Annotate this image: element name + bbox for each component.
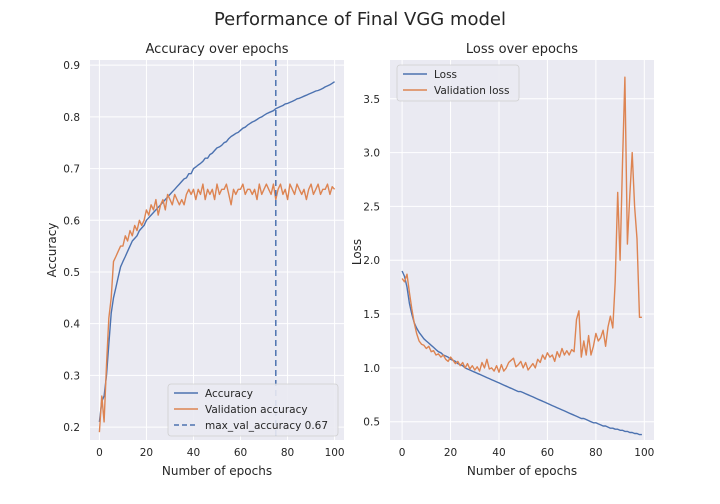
accuracy-series-line-validation [98,183,336,433]
accuracy-legend-label-validation: Validation accuracy [205,404,308,416]
loss-legend-label-validation: Validation loss [434,85,509,97]
accuracy-x-tick-label: 40 [187,447,200,459]
loss-chart: 0 20 40 60 80 100 0.5 1.0 1.5 2.0 2.5 3.0 3.5 Loss o… [350,42,654,478]
loss-x-axis-label: Number of epochs [467,464,577,478]
accuracy-x-tick-label: 60 [234,447,247,459]
loss-x-tick-label: 0 [399,447,406,459]
accuracy-x-tick-label: 0 [96,447,103,459]
loss-x-tick-label: 40 [492,447,505,459]
loss-chart-title: Loss over epochs [466,42,578,57]
loss-series-line-train [401,270,642,436]
loss-x-tick-label: 80 [589,447,602,459]
accuracy-x-tick-label: 80 [281,447,294,459]
loss-axes-background [390,60,654,440]
accuracy-legend-box [167,383,339,437]
accuracy-chart: 0 20 40 60 80 100 0.2 0.3 0.4 0.5 0.6 0.7 0.8 0.9 Acc… [45,42,345,478]
loss-legend-label-loss: Loss [434,69,457,81]
accuracy-y-tick-label: 0.5 [63,267,80,279]
figure-title: Performance of Final VGG model [214,9,506,30]
accuracy-series-line-train [98,81,335,422]
loss-x-tick-label: 20 [444,447,457,459]
accuracy-y-tick-label: 0.8 [63,112,80,124]
loss-y-tick-label: 3.5 [363,94,380,106]
loss-series-line-validation [401,76,642,373]
accuracy-y-tick-label: 0.6 [63,215,80,227]
accuracy-ticks: 0 20 40 60 80 100 0.2 0.3 0.4 0.5 0.6 0.7 0.8 0.9 [63,60,344,459]
loss-y-tick-label: 0.5 [363,417,380,429]
accuracy-axes-background [90,60,344,440]
loss-series [401,76,642,436]
loss-legend: Loss Validation loss [396,64,520,102]
loss-y-tick-label: 1.0 [363,363,380,375]
accuracy-y-tick-label: 0.9 [63,60,80,72]
loss-y-tick-label: 3.0 [363,148,380,160]
accuracy-x-tick-label: 100 [325,447,345,459]
accuracy-x-tick-label: 20 [140,447,153,459]
accuracy-grid [90,60,344,440]
accuracy-legend-label-accuracy: Accuracy [205,388,253,400]
accuracy-legend: Accuracy Validation accuracy max_val_acc… [167,383,339,437]
accuracy-series [98,60,336,440]
accuracy-y-tick-label: 0.7 [63,164,80,176]
loss-x-tick-label: 60 [541,447,554,459]
accuracy-x-axis-label: Number of epochs [162,464,272,478]
loss-ticks: 0 20 40 60 80 100 0.5 1.0 1.5 2.0 2.5 3.0 3.5 [363,94,654,459]
accuracy-y-tick-label: 0.3 [63,370,80,382]
loss-y-tick-label: 1.5 [363,309,380,321]
accuracy-y-axis-label: Accuracy [45,223,59,278]
loss-y-tick-label: 2.0 [363,255,380,267]
loss-x-tick-label: 100 [634,447,654,459]
loss-legend-box [396,64,520,102]
loss-y-axis-label: Loss [350,239,364,265]
accuracy-chart-title: Accuracy over epochs [146,42,289,57]
accuracy-y-tick-label: 0.2 [63,422,80,434]
accuracy-legend-label-max-line: max_val_accuracy 0.67 [205,420,328,432]
accuracy-y-tick-label: 0.4 [63,319,80,331]
loss-y-tick-label: 2.5 [363,201,380,213]
